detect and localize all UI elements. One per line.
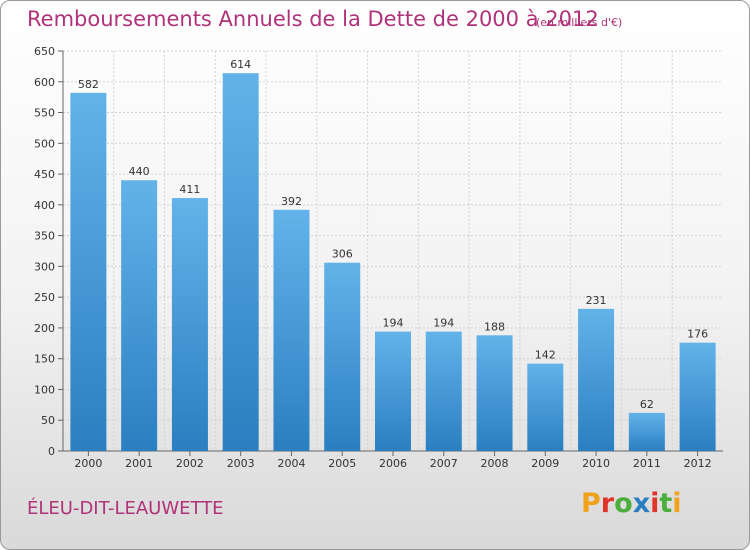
bars xyxy=(70,73,716,452)
bar-2008 xyxy=(476,335,513,451)
x-tick-label-2002: 2002 xyxy=(176,457,204,470)
bar-2010 xyxy=(578,308,615,451)
proxiti-logo[interactable]: Proxiti xyxy=(581,488,682,519)
bar-2000 xyxy=(70,92,107,451)
logo-letter: x xyxy=(632,488,651,519)
logo-letter: t xyxy=(659,488,673,519)
x-tick-label-2001: 2001 xyxy=(125,457,153,470)
bar-2009 xyxy=(527,363,564,451)
x-tick-label-2006: 2006 xyxy=(379,457,407,470)
data-label-2005: 306 xyxy=(332,248,353,261)
data-label-2008: 188 xyxy=(484,320,505,333)
bar-2012 xyxy=(679,342,716,451)
x-tick-label-2011: 2011 xyxy=(633,457,661,470)
y-tick-label: 650 xyxy=(34,45,55,58)
data-label-2007: 194 xyxy=(433,317,454,330)
x-tick-label-2000: 2000 xyxy=(74,457,102,470)
data-label-2010: 231 xyxy=(586,294,607,307)
y-tick-label: 600 xyxy=(34,76,55,89)
bar-2001 xyxy=(121,180,158,451)
data-label-2006: 194 xyxy=(383,317,404,330)
data-label-2001: 440 xyxy=(129,165,150,178)
y-tick-label: 400 xyxy=(34,199,55,212)
logo-letter: i xyxy=(672,488,682,519)
logo-letter: o xyxy=(614,488,633,519)
y-tick-label: 0 xyxy=(48,445,55,458)
commune-name: ÉLEU-DIT-LEAUWETTE xyxy=(27,498,224,519)
y-tick-label: 350 xyxy=(34,230,55,243)
bar-2002 xyxy=(171,198,208,451)
x-tick-label-2009: 2009 xyxy=(531,457,559,470)
bar-2005 xyxy=(324,262,361,451)
data-label-2004: 392 xyxy=(281,195,302,208)
y-tick-label: 200 xyxy=(34,322,55,335)
data-label-2011: 62 xyxy=(640,398,654,411)
y-tick-label: 550 xyxy=(34,107,55,120)
logo-letter: i xyxy=(650,488,660,519)
y-tick-label: 300 xyxy=(34,260,55,273)
data-label-2003: 614 xyxy=(230,58,251,71)
chart-unit-note: (en milliers d'€) xyxy=(536,16,623,29)
logo-letter: P xyxy=(581,488,601,519)
data-label-2000: 582 xyxy=(78,78,99,91)
x-tick-label-2012: 2012 xyxy=(684,457,712,470)
data-label-2012: 176 xyxy=(687,328,708,341)
x-tick-label-2004: 2004 xyxy=(277,457,305,470)
data-labels: 582 440 411 614 392 306 194 194 188 142 231 62 176 xyxy=(78,58,708,411)
data-label-2002: 411 xyxy=(179,183,200,196)
bar-2004 xyxy=(273,209,310,451)
y-tick-label: 500 xyxy=(34,137,55,150)
bar-2007 xyxy=(425,331,462,451)
chart-title: Remboursements Annuels de la Dette de 20… xyxy=(27,7,599,31)
x-tick-label-2010: 2010 xyxy=(582,457,610,470)
x-tick-label-2005: 2005 xyxy=(328,457,356,470)
x-tick-label-2007: 2007 xyxy=(430,457,458,470)
y-tick-label: 250 xyxy=(34,291,55,304)
bar-2003 xyxy=(222,73,259,452)
y-tick-label: 50 xyxy=(41,414,55,427)
y-tick-label: 100 xyxy=(34,383,55,396)
bar-2011 xyxy=(628,412,665,451)
logo-letter: r xyxy=(600,488,615,519)
y-tick-label: 450 xyxy=(34,168,55,181)
data-label-2009: 142 xyxy=(535,349,556,362)
x-tick-label-2003: 2003 xyxy=(227,457,255,470)
bar-2006 xyxy=(375,331,411,451)
x-tick-label-2008: 2008 xyxy=(481,457,509,470)
axes: 0 50 100 150 200 250 300 350 400 450 500 550 600 650 2… xyxy=(34,45,723,470)
y-tick-label: 150 xyxy=(34,353,55,366)
